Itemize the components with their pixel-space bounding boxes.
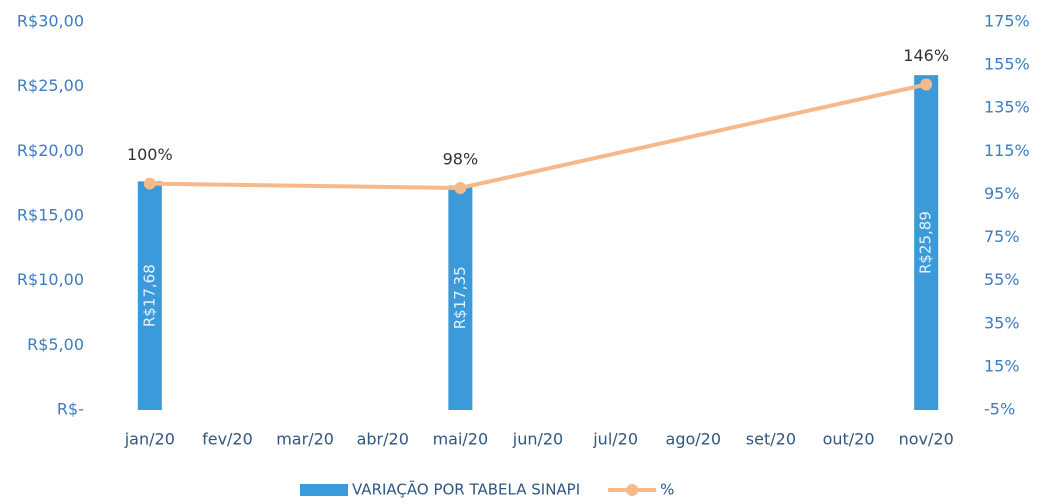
bar-value-label: R$17,35 [451, 266, 469, 329]
y-tick-label: R$15,00 [17, 206, 84, 225]
x-tick-label: jul/20 [592, 430, 638, 449]
y2-tick-label: -5% [984, 400, 1015, 419]
x-tick-label: fev/20 [202, 430, 253, 449]
bar [448, 185, 473, 410]
line-segment [147, 181, 463, 190]
legend-swatch [626, 484, 639, 496]
y-tick-label: R$- [57, 400, 84, 419]
y2-tick-label: 135% [984, 98, 1030, 117]
y-tick-label: R$20,00 [17, 141, 84, 160]
x-tick-label: mar/20 [276, 430, 334, 449]
line-marker [143, 177, 156, 190]
x-tick-label: out/20 [823, 430, 875, 449]
y2-tick-label: 155% [984, 55, 1030, 74]
x-tick-label: jan/20 [124, 430, 175, 449]
y2-tick-label: 115% [984, 141, 1030, 160]
bar-value-label: R$25,89 [917, 211, 935, 274]
y2-tick-label: 55% [984, 270, 1020, 289]
x-tick-label: set/20 [746, 430, 796, 449]
x-tick-label: ago/20 [666, 430, 722, 449]
y2-tick-label: 95% [984, 184, 1020, 203]
x-tick-label: mai/20 [433, 430, 489, 449]
y-tick-label: R$5,00 [27, 335, 84, 354]
bar [137, 181, 162, 410]
x-tick-label: jun/20 [512, 430, 563, 449]
y2-tick-label: 15% [984, 356, 1020, 375]
legend-label: VARIAÇÃO POR TABELA SINAPI [352, 480, 580, 499]
y-tick-label: R$25,00 [17, 76, 84, 95]
y2-tick-label: 175% [984, 12, 1030, 31]
line-value-label: 100% [127, 145, 173, 164]
y-tick-label: R$30,00 [17, 12, 84, 31]
y-tick-label: R$10,00 [17, 270, 84, 289]
line-value-label: 146% [903, 46, 949, 65]
x-tick-label: nov/20 [899, 430, 954, 449]
bar [914, 75, 939, 410]
legend-label: % [660, 481, 674, 499]
line-segment [458, 82, 929, 190]
line-value-label: 98% [443, 149, 479, 168]
legend-swatch [300, 484, 348, 496]
bar-value-label: R$17,68 [140, 264, 158, 327]
y2-tick-label: 75% [984, 227, 1020, 246]
x-tick-label: abr/20 [357, 430, 409, 449]
line-marker [920, 78, 933, 91]
line-marker [454, 181, 467, 194]
y2-tick-label: 35% [984, 313, 1020, 332]
